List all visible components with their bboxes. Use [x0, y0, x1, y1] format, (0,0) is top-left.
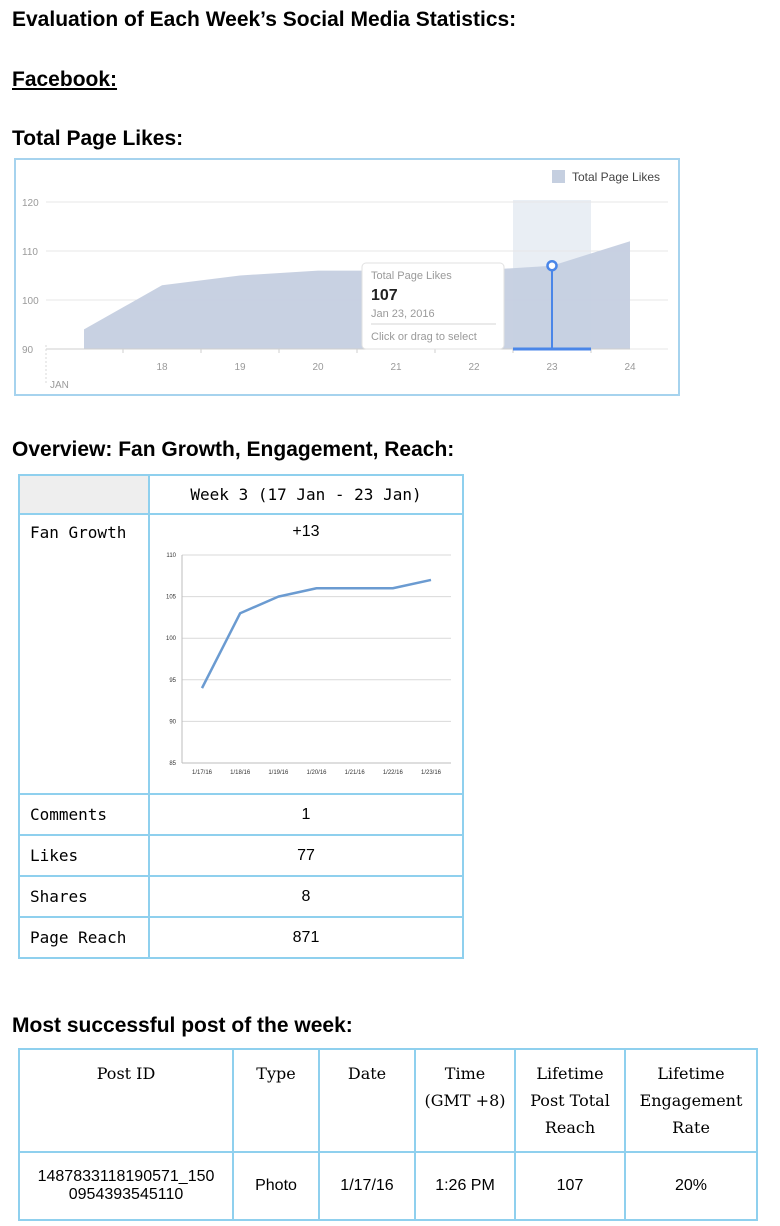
y-tick-label: 120: [22, 198, 39, 209]
legend-label: Total Page Likes: [572, 170, 660, 184]
page-reach-value: 871: [148, 916, 464, 959]
type-header: Type: [232, 1048, 320, 1153]
page-heading: Evaluation of Each Week’s Social Media S…: [12, 8, 517, 31]
month-label: JAN: [50, 380, 69, 391]
overview-heading: Overview: Fan Growth, Engagement, Reach:: [12, 438, 455, 461]
page-likes-heading: Total Page Likes:: [12, 127, 184, 150]
total-page-likes-plot: 90 100 110 120 18 19 20 21 22 23 24 JAN Total Page L…: [22, 170, 668, 391]
post-table: Post ID Type Date Time (GMT +8) Lifetime P…: [18, 1048, 758, 1221]
tooltip-value: 107: [371, 287, 398, 304]
fan-growth-cell: +13 85 90 95 100 105 110 1/17/16 1/18/16 1/19/16…: [148, 513, 464, 795]
y-tick-label: 90: [22, 345, 34, 356]
x-tick-label: 1/19/16: [268, 770, 289, 776]
x-tick-label: 20: [312, 362, 324, 373]
reach-header: Lifetime Post Total Reach: [514, 1048, 626, 1153]
post-heading: Most successful post of the week:: [12, 1014, 353, 1037]
y-tick-label: 110: [166, 553, 176, 559]
date-header: Date: [318, 1048, 416, 1153]
tooltip-box: [361, 262, 505, 350]
likes-value: 77: [148, 834, 464, 877]
x-tick-label: 24: [624, 362, 636, 373]
time-header: Time (GMT +8): [414, 1048, 516, 1153]
overview-header-blank: [18, 474, 150, 515]
x-tick-label: 1/18/16: [230, 770, 251, 776]
y-tick-label: 100: [22, 296, 39, 307]
tooltip-hint: Click or drag to select: [371, 331, 477, 343]
post-id-cell: 1487833118190571_150 0954393545110: [18, 1151, 234, 1221]
fan-growth-label: Fan Growth: [18, 513, 150, 795]
engagement-cell: 20%: [624, 1151, 758, 1221]
x-tick-label: 1/20/16: [306, 770, 327, 776]
y-tick-label: 100: [166, 636, 177, 642]
comments-value: 1: [148, 793, 464, 836]
engagement-header: Lifetime Engagement Rate: [624, 1048, 758, 1153]
post-id-header: Post ID: [18, 1048, 234, 1153]
tooltip-title: Total Page Likes: [371, 270, 452, 282]
x-tick-label: 1/22/16: [383, 770, 404, 776]
x-tick-label: 1/17/16: [192, 770, 213, 776]
comments-label: Comments: [18, 793, 150, 836]
time-cell: 1:26 PM: [414, 1151, 516, 1221]
platform-heading: Facebook:: [12, 68, 118, 91]
shares-label: Shares: [18, 875, 150, 918]
y-tick-label: 105: [166, 595, 177, 601]
likes-label: Likes: [18, 834, 150, 877]
tooltip-date: Jan 23, 2016: [371, 308, 435, 320]
x-tick-label: 23: [546, 362, 558, 373]
date-cell: 1/17/16: [318, 1151, 416, 1221]
fan-growth-chart: 85 90 95 100 105 110 1/17/16 1/18/16 1/19/16 1/20…: [166, 553, 451, 776]
x-tick-label: 22: [468, 362, 480, 373]
selected-point: [546, 259, 558, 272]
x-tick-label: 18: [156, 362, 168, 373]
y-tick-label: 110: [22, 247, 38, 258]
fan-growth-line: [200, 578, 432, 689]
shares-value: 8: [148, 875, 464, 918]
x-tick-label: 21: [390, 362, 402, 373]
y-tick-label: 95: [169, 678, 176, 684]
x-tick-label: 19: [234, 362, 246, 373]
type-cell: Photo: [232, 1151, 320, 1221]
y-tick-label: 90: [169, 719, 176, 725]
x-tick-label: 1/21/16: [345, 770, 366, 776]
total-page-likes-chart[interactable]: 90 100 110 120 18 19 20 21 22 23 24 JAN Total Page L…: [14, 158, 680, 396]
y-tick-label: 85: [169, 761, 176, 767]
overview-week-header: Week 3 (17 Jan - 23 Jan): [148, 474, 464, 515]
reach-cell: 107: [514, 1151, 626, 1221]
fan-growth-value: +13: [292, 523, 320, 540]
page-reach-label: Page Reach: [18, 916, 150, 959]
overview-table: Week 3 (17 Jan - 23 Jan) Fan Growth +13 …: [18, 474, 464, 959]
legend-swatch: [552, 170, 565, 183]
x-tick-label: 1/23/16: [421, 770, 442, 776]
tooltip: Total Page Likes 107 Jan 23, 2016 Click or …: [361, 262, 505, 350]
